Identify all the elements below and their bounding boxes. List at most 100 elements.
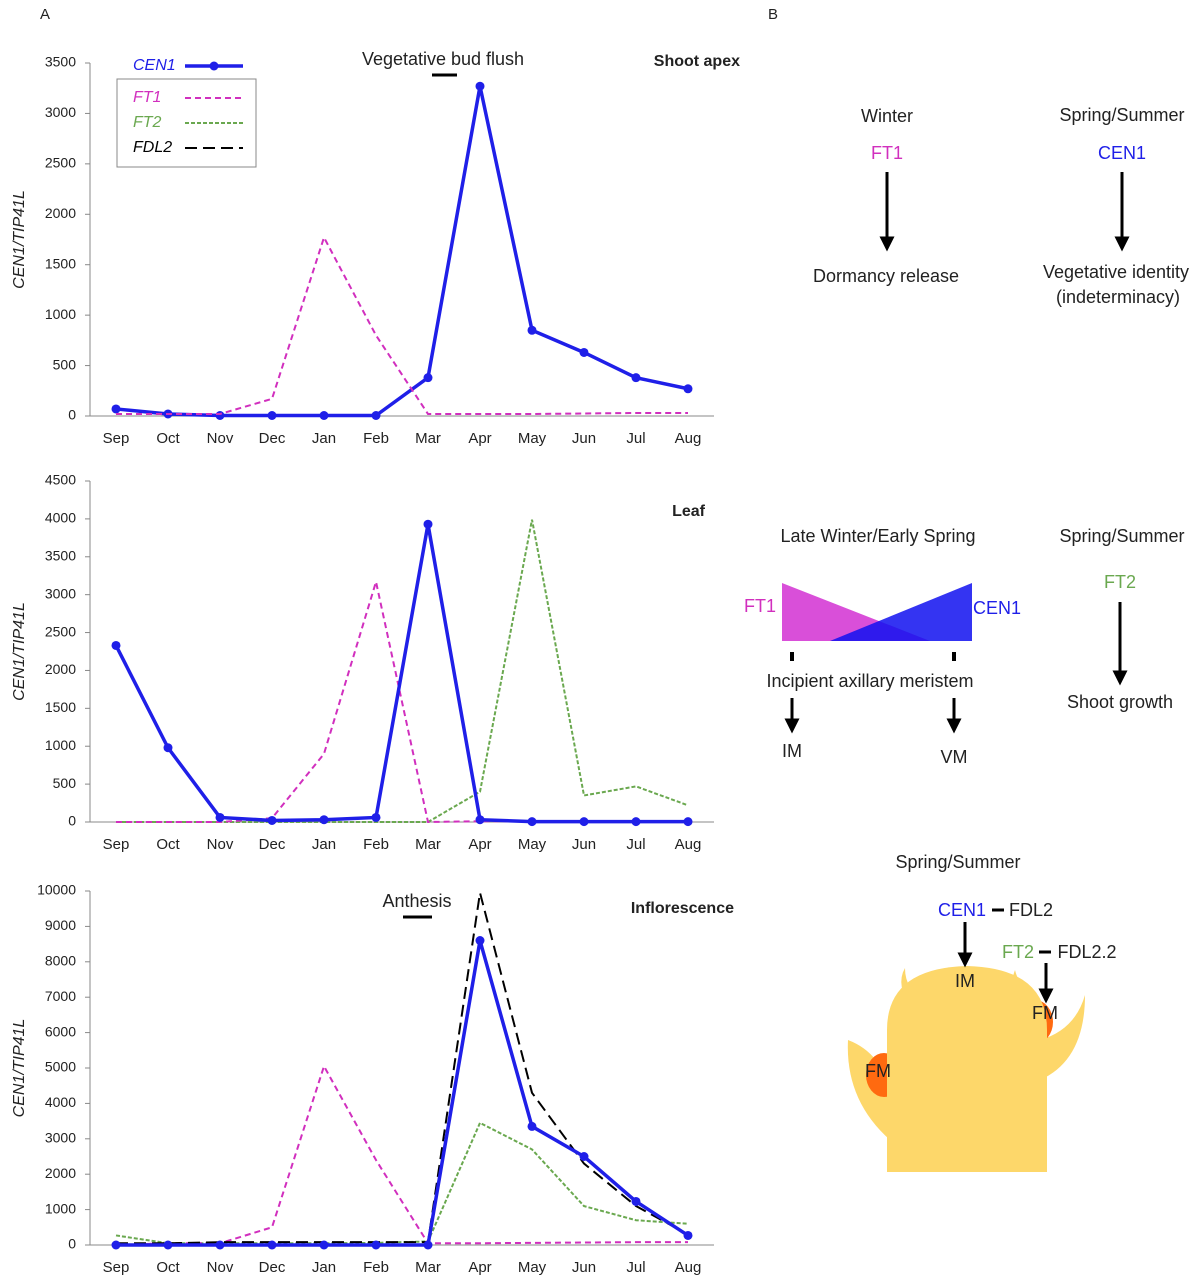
x-tick-label: May <box>518 1259 547 1276</box>
x-tick-label: Feb <box>363 1259 389 1276</box>
data-point <box>424 1241 433 1250</box>
data-point <box>320 1241 329 1250</box>
data-point <box>164 743 173 752</box>
data-point <box>424 520 433 529</box>
annotation: Vegetative bud flush <box>362 49 524 69</box>
series-line <box>116 941 688 1245</box>
data-point <box>528 817 537 826</box>
x-tick-label: Sep <box>103 1259 130 1276</box>
season: Spring/Summer <box>895 852 1020 872</box>
y-tick-label: 3500 <box>45 547 76 563</box>
series-line <box>116 582 688 822</box>
panel-label: B <box>768 6 778 23</box>
fate: VM <box>941 747 968 767</box>
x-tick-label: Oct <box>156 430 180 447</box>
data-point <box>216 1241 225 1250</box>
legend-label: FT2 <box>133 114 162 131</box>
x-tick-label: Sep <box>103 836 130 853</box>
x-tick-label: Mar <box>415 430 441 447</box>
x-tick-label: Dec <box>259 1259 286 1276</box>
series-line <box>116 524 688 821</box>
y-tick-label: 3500 <box>45 54 76 70</box>
partner: FDL2 <box>1009 900 1053 920</box>
data-point <box>112 1241 121 1250</box>
season: Late Winter/Early Spring <box>780 526 975 546</box>
y-tick-label: 2000 <box>45 1165 76 1181</box>
data-point <box>268 411 277 420</box>
annotation: Anthesis <box>382 891 451 911</box>
y-tick-label: 3000 <box>45 585 76 601</box>
x-tick-label: Jul <box>626 430 645 447</box>
y-tick-label: 2500 <box>45 155 76 171</box>
series-line <box>116 1066 688 1245</box>
outcome: Shoot growth <box>1067 692 1173 712</box>
x-tick-label: Jun <box>572 430 596 447</box>
data-point <box>580 817 589 826</box>
data-point <box>476 82 485 91</box>
chart: 0100020003000400050006000700080009000100… <box>11 882 734 1276</box>
x-tick-label: Dec <box>259 430 286 447</box>
diagram-row-2: Late Winter/Early Spring FT1 CEN1 Incipi… <box>744 526 1185 767</box>
data-point <box>684 384 693 393</box>
series-line <box>116 86 688 415</box>
x-tick-label: Jul <box>626 1259 645 1276</box>
y-tick-label: 1500 <box>45 699 76 715</box>
data-point <box>632 817 641 826</box>
y-tick-label: 2500 <box>45 623 76 639</box>
series-line <box>116 893 688 1243</box>
x-tick-label: Jun <box>572 836 596 853</box>
x-tick-label: Mar <box>415 836 441 853</box>
gene: CEN1 <box>973 598 1021 618</box>
series-line <box>116 237 688 413</box>
gene: CEN1 <box>1098 143 1146 163</box>
y-tick-label: 4000 <box>45 510 76 526</box>
panel-label: A <box>40 6 50 23</box>
x-tick-label: Feb <box>363 836 389 853</box>
chart-title: Shoot apex <box>654 53 740 70</box>
data-point <box>632 373 641 382</box>
data-point <box>580 1152 589 1161</box>
data-point <box>112 404 121 413</box>
meristem: Incipient axillary meristem <box>766 671 973 691</box>
season: Spring/Summer <box>1059 526 1184 546</box>
y-tick-label: 500 <box>53 775 77 791</box>
y-tick-label: 0 <box>68 1236 76 1252</box>
x-tick-label: Nov <box>207 836 234 853</box>
data-point <box>476 936 485 945</box>
data-point <box>528 1122 537 1131</box>
x-tick-label: May <box>518 836 547 853</box>
data-point <box>580 348 589 357</box>
chart-title: Inflorescence <box>631 900 734 917</box>
data-point <box>320 815 329 824</box>
x-tick-label: Mar <box>415 1259 441 1276</box>
legend-label: CEN1 <box>133 57 176 74</box>
x-tick-label: Jan <box>312 1259 336 1276</box>
x-tick-label: Jan <box>312 836 336 853</box>
series-line <box>116 1123 688 1243</box>
figure: A B Winter FT1 Dormancy release Spring/S… <box>0 0 1200 1279</box>
data-point <box>372 1241 381 1250</box>
partner: FDL2.2 <box>1057 942 1116 962</box>
gene: FT1 <box>871 143 903 163</box>
meristem-label: FM <box>865 1061 891 1081</box>
data-point <box>268 816 277 825</box>
y-tick-label: 1000 <box>45 1200 76 1216</box>
data-point <box>528 326 537 335</box>
gene: FT2 <box>1104 572 1136 592</box>
data-point <box>372 411 381 420</box>
y-tick-label: 7000 <box>45 988 76 1004</box>
gene: FT2 <box>1002 942 1034 962</box>
x-tick-label: Aug <box>675 836 702 853</box>
y-tick-label: 2000 <box>45 661 76 677</box>
data-point <box>320 411 329 420</box>
legend-label: FT1 <box>133 89 161 106</box>
diagram-row-3: Spring/Summer CEN1 FDL2 FT2 FDL2.2 IM FM… <box>848 852 1117 1172</box>
data-point <box>684 817 693 826</box>
y-axis-label: CEN1/TIP41L <box>11 190 28 289</box>
data-point <box>684 1231 693 1240</box>
x-tick-label: Jul <box>626 836 645 853</box>
y-tick-label: 8000 <box>45 953 76 969</box>
y-axis-label: CEN1/TIP41L <box>11 602 28 701</box>
